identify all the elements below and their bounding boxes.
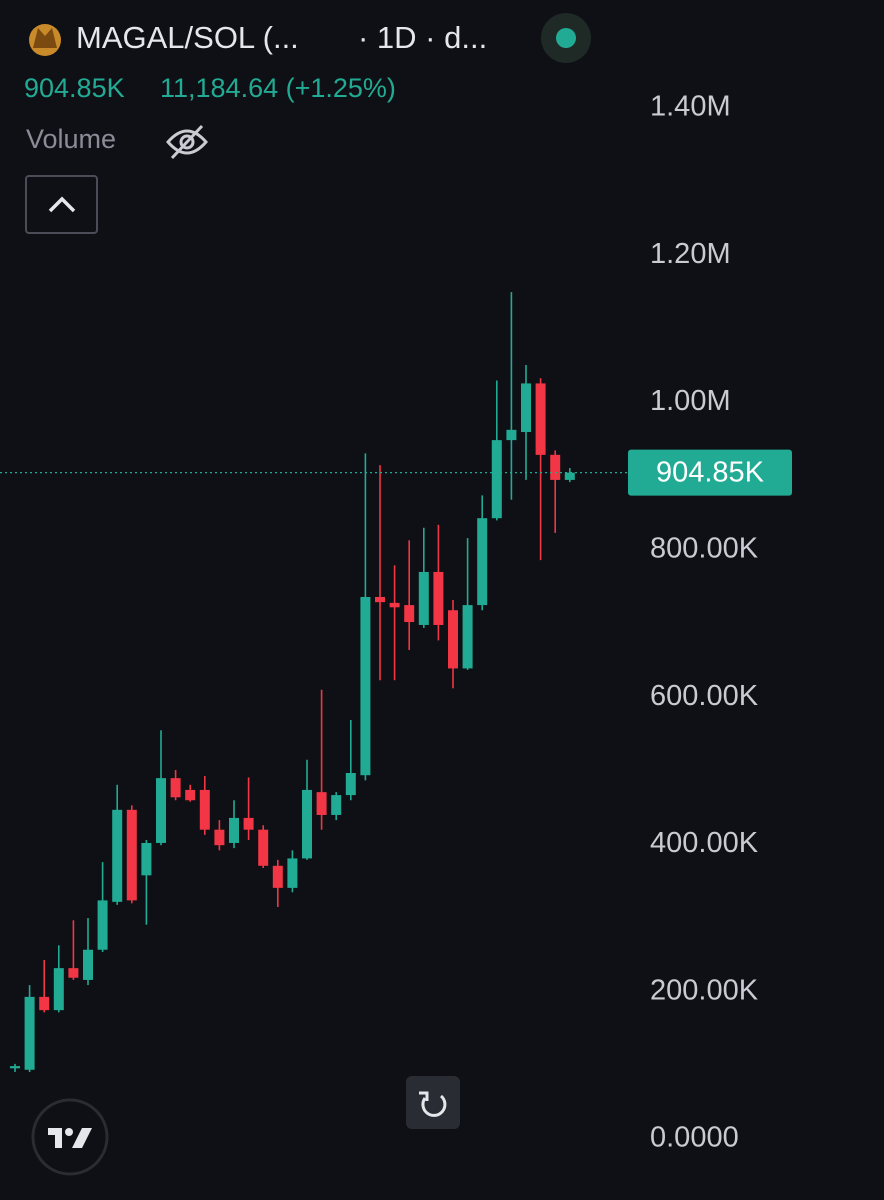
- candle-body: [345, 772, 356, 796]
- candle-body: [68, 968, 79, 978]
- symbol: MAGAL/SOL (...: [76, 20, 299, 55]
- candle-body: [97, 900, 108, 950]
- candle-body: [39, 996, 50, 1011]
- candle-body: [287, 858, 298, 888]
- candle-body: [83, 949, 93, 980]
- candle-body: [258, 829, 269, 866]
- candle-body: [418, 571, 429, 625]
- candle-body: [448, 610, 458, 669]
- candle-body: [375, 596, 385, 603]
- y-tick-label: 1.40M: [650, 91, 731, 123]
- candle-body: [521, 383, 531, 433]
- last-price-label: 904.85K: [656, 456, 765, 488]
- candle-body: [272, 865, 283, 888]
- candle-body: [170, 778, 181, 798]
- candle-body: [550, 454, 561, 480]
- y-tick-label: 800.00K: [650, 533, 759, 565]
- collapse-button[interactable]: [25, 175, 98, 234]
- tradingview-logo[interactable]: [31, 1098, 109, 1176]
- candle-body: [404, 605, 415, 623]
- header-change: 11,184.64 (+1.25%): [160, 73, 396, 103]
- candle-body: [229, 817, 239, 843]
- candle-body: [214, 829, 225, 846]
- volume-label: Volume: [26, 124, 116, 154]
- candle-body: [535, 383, 546, 455]
- candle-body: [316, 792, 327, 815]
- y-tick-label: 600.00K: [650, 680, 759, 712]
- candle-body: [10, 1066, 20, 1069]
- y-tick-label: 1.20M: [650, 238, 731, 270]
- y-tick-label: 1.00M: [650, 385, 731, 417]
- candle-body: [199, 789, 210, 830]
- candle-body: [141, 842, 152, 876]
- candle-body: [506, 429, 517, 441]
- reset-button[interactable]: [406, 1076, 460, 1129]
- interval: · 1D · d...: [358, 20, 487, 55]
- candle-body: [243, 817, 254, 830]
- candle-body: [433, 571, 444, 625]
- candle-body: [302, 789, 312, 859]
- candle-body: [360, 596, 371, 776]
- candle-body: [462, 605, 473, 669]
- status-button[interactable]: [541, 13, 591, 63]
- candle-body: [126, 809, 137, 901]
- symbol-icon: [29, 24, 61, 56]
- candle-body: [185, 789, 196, 801]
- last-price-tag: [628, 449, 792, 496]
- candle-body: [564, 472, 575, 480]
- candle-body: [491, 440, 502, 519]
- candle-body: [112, 809, 123, 902]
- candle-body: [389, 602, 400, 608]
- candle-body: [331, 795, 342, 815]
- y-tick-label: 0.0000: [650, 1122, 739, 1154]
- plot: [0, 292, 628, 1072]
- y-tick-label: 400.00K: [650, 827, 759, 859]
- candle-body: [156, 778, 166, 843]
- y-tick-label: 200.00K: [650, 974, 759, 1006]
- hide-volume-button[interactable]: [166, 124, 208, 160]
- header-price: 904.85K: [24, 73, 125, 103]
- candle-body: [24, 996, 35, 1070]
- candle-body: [53, 968, 64, 1011]
- candle-body: [477, 518, 488, 606]
